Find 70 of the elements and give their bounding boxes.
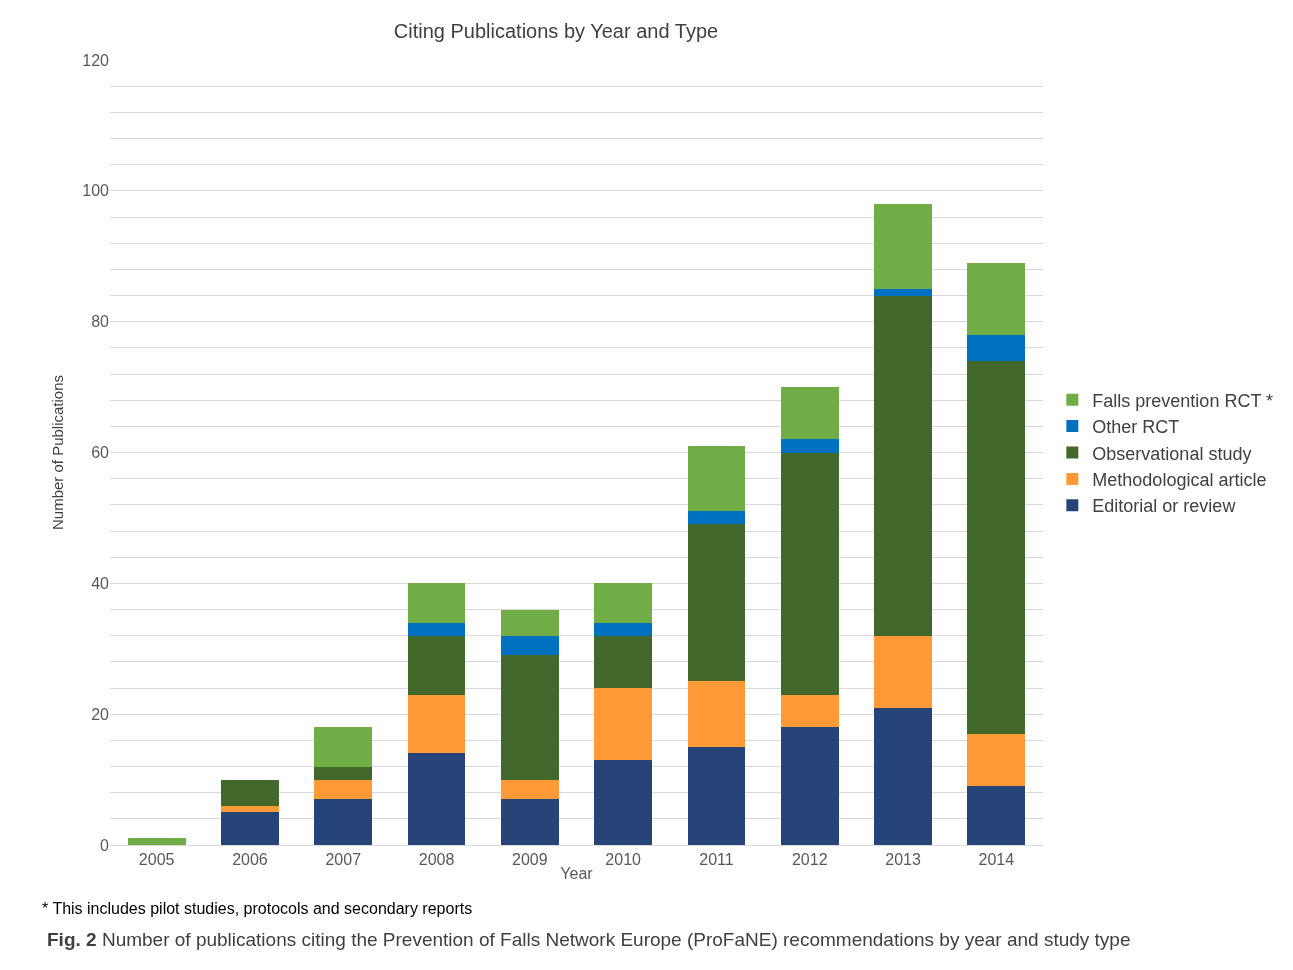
bar [407,753,466,845]
bar [967,360,1026,734]
y-axis-title: Number of Publications [48,374,66,531]
bar [874,203,932,289]
x-tick-label: 2005 [138,851,175,869]
legend-label: Methodological article [1092,469,1267,490]
bar [500,799,559,845]
y-tick-label: 40 [91,574,110,592]
y-tick-label: 0 [100,836,110,854]
bar [874,288,932,296]
bar [967,334,1026,361]
x-tick-label: 2014 [978,851,1015,869]
bar [500,655,559,780]
bar [594,622,653,636]
x-tick-label: 2011 [699,851,734,869]
y-tick-label: 80 [91,313,110,331]
text: * This includes pilot studies, protocols and secondary reports [42,900,473,917]
y-tick-label: 100 [82,182,110,200]
bar [967,262,1026,335]
bar [314,799,373,845]
bar [221,805,279,813]
bar [780,387,839,440]
x-axis-title: Year [560,864,594,882]
bar [500,779,559,800]
bar [407,694,466,754]
x-tick-label: 2008 [418,851,455,869]
bar [687,524,746,682]
x-tick-label: 2012 [791,851,828,869]
x-tick-label: 2009 [512,851,548,869]
legend-label: Editorial or review [1092,496,1237,517]
y-tick-label: 120 [82,51,110,69]
x-tick-label: 2006 [232,851,268,869]
bar [967,733,1026,787]
bar [407,635,466,695]
bar [314,727,373,767]
x-tick-label: 2010 [605,851,642,869]
bar [780,452,839,695]
bar [594,635,653,688]
bar [874,707,932,845]
bar [687,681,746,747]
bar [127,838,186,845]
bar [874,635,932,708]
x-tick-label: 2013 [885,851,921,869]
legend-label: Other RCT [1092,417,1180,438]
bar [780,694,839,728]
y-tick-label: 60 [91,444,110,462]
bar [407,583,466,623]
bar [407,622,466,636]
bar [687,511,746,525]
bar [874,295,932,636]
legend-label: Observational study [1092,443,1252,464]
caption: Fig. 2 Number of publications citing the Prevention of Falls Network Europe (ProFaNE) recommendations by year and study type [47,929,1131,950]
bar [780,727,839,845]
bar [594,583,653,623]
bar [221,779,279,806]
y-tick-label: 20 [91,705,110,723]
bar [687,746,746,845]
bar [780,439,839,453]
bar [314,766,373,780]
bar [594,688,653,760]
bar [500,609,559,636]
bar [500,635,559,656]
chart-title: Citing Publications by Year and Type [393,20,719,43]
bar [594,759,653,845]
bar [314,779,373,800]
legend-label: Falls prevention RCT * [1092,390,1274,411]
x-tick-label: 2007 [325,851,362,869]
bar [687,445,746,512]
bar [967,786,1026,845]
bar [221,812,279,845]
